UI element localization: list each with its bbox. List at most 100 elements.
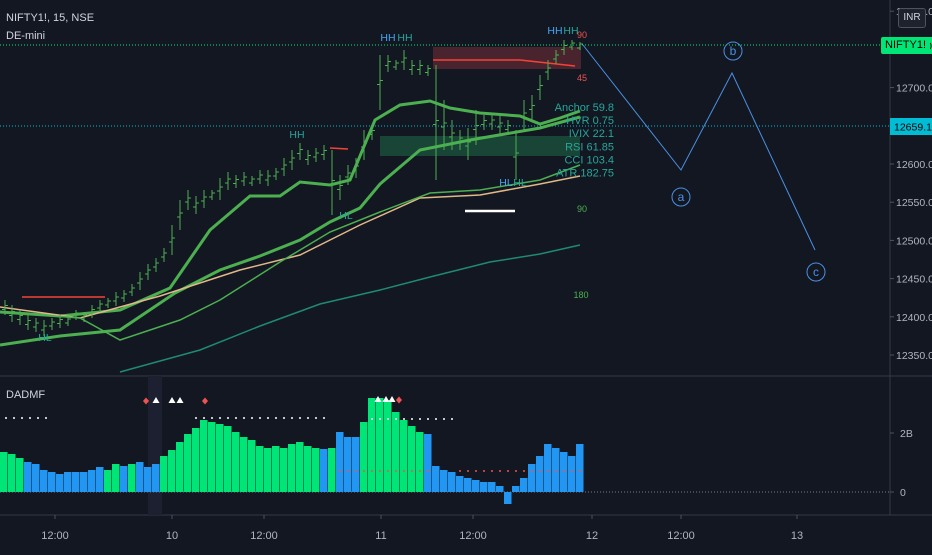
histogram-bar: [488, 482, 496, 492]
signal-dot-red: [395, 470, 397, 472]
x-tick-label: 12:00: [250, 530, 278, 542]
histogram-bar: [552, 448, 560, 492]
signal-dot-red: [571, 470, 573, 472]
signal-dot-red: [579, 470, 581, 472]
signal-triangle: [388, 396, 396, 402]
histogram-bar: [176, 442, 184, 492]
histogram-bar: [264, 448, 272, 492]
signal-dot: [291, 417, 293, 419]
signal-dot: [251, 417, 253, 419]
histogram-bar: [408, 426, 416, 492]
signal-triangle: [382, 396, 390, 402]
signal-dot-red: [563, 470, 565, 472]
x-tick-label: 12: [586, 530, 598, 542]
signal-dot-red: [555, 470, 557, 472]
label-hh: HH: [397, 32, 412, 44]
signal-diamond: [143, 397, 149, 405]
label-hl: HL: [513, 177, 527, 189]
histogram-bar: [576, 444, 584, 492]
histogram-bar: [448, 472, 456, 492]
signal-dot: [395, 418, 397, 420]
histogram-bar: [96, 467, 104, 492]
histogram-bar: [272, 446, 280, 492]
histogram-bar: [0, 452, 8, 492]
label-hh: HH: [289, 129, 304, 141]
currency-button[interactable]: INR: [898, 8, 926, 28]
histogram-bar: [360, 422, 368, 492]
histogram-bar: [208, 422, 216, 492]
signal-dot: [387, 418, 389, 420]
x-tick-label: 13: [791, 530, 803, 542]
histogram-bar: [536, 456, 544, 492]
signal-dot-red: [355, 470, 357, 472]
wave-label: a: [678, 190, 685, 204]
histogram-bar: [128, 464, 136, 492]
sub-indicator-title: DADMF: [6, 389, 46, 401]
signal-dot-red: [475, 470, 477, 472]
signal-dot-red: [507, 470, 509, 472]
demand-zone: [380, 136, 580, 156]
histogram-bar: [168, 450, 176, 492]
histogram-bar: [528, 464, 536, 492]
signal-dot: [307, 417, 309, 419]
histogram-bar: [400, 420, 408, 492]
signal-dot: [235, 417, 237, 419]
signal-dot-red: [379, 470, 381, 472]
signal-dot-red: [531, 470, 533, 472]
signal-triangle: [168, 397, 176, 403]
signal-dot-red: [347, 470, 349, 472]
stat-line: ATR 182.75: [556, 168, 614, 180]
ma-medium: [0, 99, 581, 318]
histogram-bar: [456, 476, 464, 492]
ma-slow: [0, 164, 581, 341]
signal-dot: [211, 417, 213, 419]
histogram-bar: [432, 466, 440, 492]
histogram-bar: [40, 470, 48, 492]
signal-dot: [219, 417, 221, 419]
signal-dot-red: [387, 470, 389, 472]
tag-symbol: NIFTY1!: [885, 39, 926, 51]
histogram-bar: [296, 442, 304, 492]
y-tick-label: 12400.00: [896, 312, 932, 324]
y-tick-label: 12550.00: [896, 197, 932, 209]
histogram-bar: [416, 432, 424, 492]
histogram-bar: [240, 437, 248, 492]
signal-dot: [37, 417, 39, 419]
label-hh: HH: [380, 32, 395, 44]
signal-dot: [29, 417, 31, 419]
signal-dot: [443, 418, 445, 420]
histogram-bar: [160, 456, 168, 492]
histogram-bar: [288, 444, 296, 492]
signal-dot: [21, 417, 23, 419]
histogram-bar: [200, 420, 208, 492]
histogram-bar: [48, 472, 56, 492]
x-tick-label: 12:00: [459, 530, 487, 542]
label-hh: HH: [547, 25, 562, 37]
signal-dot: [427, 418, 429, 420]
histogram-bar: [312, 448, 320, 492]
wave-label: b: [730, 44, 737, 58]
x-tick-label: 10: [166, 530, 178, 542]
signal-dot-red: [363, 470, 365, 472]
histogram-bar: [248, 440, 256, 492]
signal-dot: [13, 417, 15, 419]
stat-line: CCI 103.4: [564, 154, 614, 166]
histogram-bar: [568, 456, 576, 492]
histogram-bar: [304, 446, 312, 492]
histogram-bar: [384, 400, 392, 492]
histogram-bar: [560, 452, 568, 492]
signal-triangle: [152, 397, 160, 403]
signal-dot-red: [339, 470, 341, 472]
ma-orange: [0, 175, 581, 319]
histogram-bar: [8, 454, 16, 492]
y-tick-label: 12450.00: [896, 274, 932, 286]
degree-label-90-top: 90: [577, 30, 587, 40]
signal-triangle: [374, 396, 382, 402]
signal-dot: [5, 417, 7, 419]
sub-tick-label: 2B: [900, 428, 913, 440]
histogram-bar: [72, 472, 80, 492]
histogram-bar: [496, 486, 504, 492]
histogram-bar: [192, 428, 200, 492]
